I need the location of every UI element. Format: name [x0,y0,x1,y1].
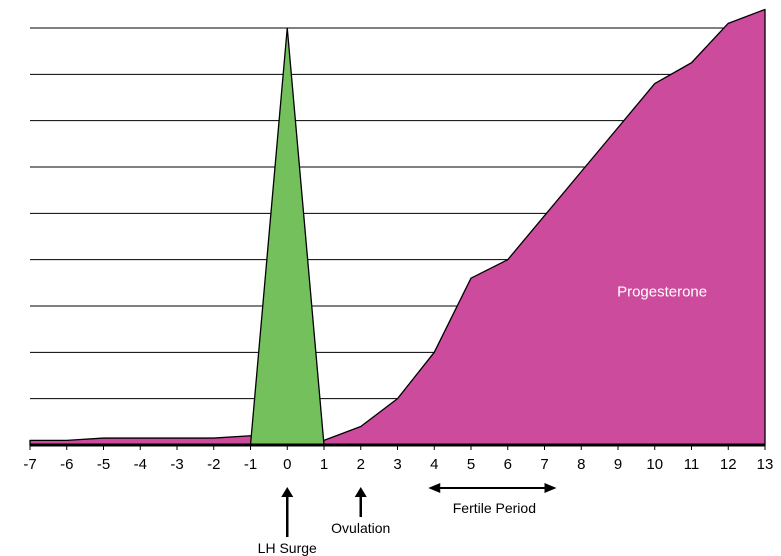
x-tick-label: 0 [283,456,291,473]
series-area-progesterone [29,8,766,446]
x-tick-label: 11 [684,456,700,473]
x-tick-label: 4 [430,456,438,473]
x-tick-label: 3 [393,456,401,473]
x-tick-label: 1 [320,456,328,473]
x-tick-label: -6 [60,456,73,473]
x-tick-label: 9 [614,456,622,473]
x-tick-label: 10 [646,456,663,473]
x-tick-label: -1 [244,456,257,473]
gridlines [30,27,765,400]
annotation-label: Ovulation [331,520,390,536]
annotation-arrow-head [544,483,557,493]
x-tick-label: 5 [467,456,475,473]
x-tick-label: -5 [97,456,110,473]
annotation-label: LH Surge [258,540,317,556]
x-tick-label: 7 [540,456,548,473]
annotations: LH Surge Ovulation Fertile Period [258,483,557,556]
annotation-arrow-head [428,483,441,493]
x-tick-labels: -7 -6 -5 -4 -3 -2 -1 0 1 2 3 4 5 6 7 8 9 10 11 12 13 [23,445,773,473]
annotation-arrow-head [354,487,367,497]
x-tick-label: 13 [757,456,774,473]
x-tick-label: -3 [170,456,183,473]
series-area-series-1 [249,27,325,446]
x-tick-label: -7 [23,456,36,473]
annotation-arrow-head [281,487,294,497]
x-tick-label: 8 [577,456,585,473]
x-tick-label: 12 [720,456,737,473]
x-tick-label: -2 [207,456,220,473]
x-tick-label: 6 [504,456,512,473]
series-label: Progesterone [617,284,707,301]
x-tick-label: -4 [134,456,147,473]
x-tick-label: 2 [357,456,365,473]
annotation-label: Fertile Period [453,500,536,516]
